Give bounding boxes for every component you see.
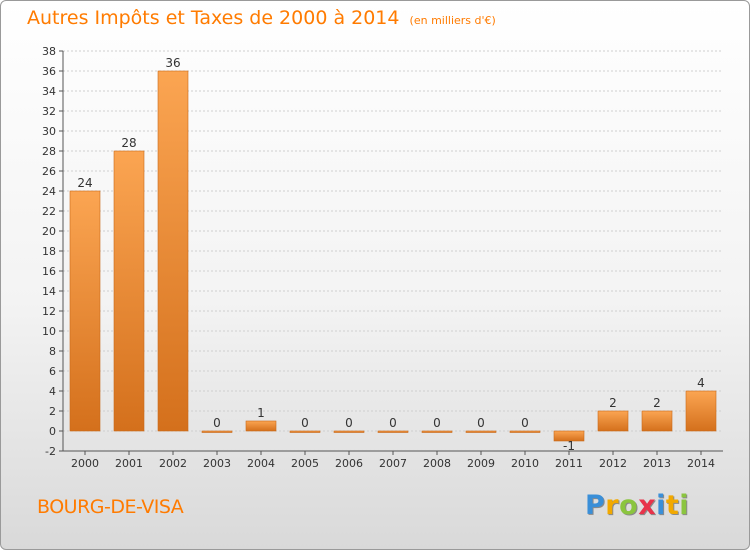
data-label: 0 — [301, 416, 309, 430]
data-label: 36 — [165, 56, 180, 70]
x-tick-label: 2002 — [159, 457, 187, 470]
bar — [113, 150, 145, 432]
chart-title-main: Autres Impôts et Taxes de 2000 à 2014 — [27, 7, 400, 29]
x-tick-label: 2011 — [555, 457, 583, 470]
y-tick-label: 26 — [42, 165, 56, 178]
bar — [289, 430, 321, 433]
bar — [553, 430, 585, 442]
data-label: 0 — [345, 416, 353, 430]
logo-letter: P — [585, 490, 606, 521]
data-label: -1 — [563, 439, 575, 453]
x-tick-label: 2012 — [599, 457, 627, 470]
x-tick-label: 2000 — [71, 457, 99, 470]
bar — [597, 410, 629, 432]
x-tick-label: 2004 — [247, 457, 275, 470]
y-tick-label: 16 — [42, 265, 56, 278]
y-tick-label: 14 — [42, 285, 56, 298]
chart-title: Autres Impôts et Taxes de 2000 à 2014 (e… — [27, 7, 496, 29]
y-tick-label: 30 — [42, 125, 56, 138]
x-tick-label: 2003 — [203, 457, 231, 470]
logo-letter: i — [679, 490, 690, 521]
y-tick-label: 10 — [42, 325, 56, 338]
y-tick-label: 34 — [42, 85, 56, 98]
logo-letter: x — [638, 490, 657, 521]
x-tick-label: 2010 — [511, 457, 539, 470]
bar — [421, 430, 453, 433]
logo-letter: o — [619, 490, 639, 521]
x-tick-label: 2009 — [467, 457, 495, 470]
x-tick-label: 2001 — [115, 457, 143, 470]
y-tick-label: 36 — [42, 65, 56, 78]
x-tick-label: 2013 — [643, 457, 671, 470]
data-label: 2 — [609, 396, 617, 410]
y-tick-label: 38 — [42, 45, 56, 58]
data-label: 0 — [433, 416, 441, 430]
data-label: 0 — [521, 416, 529, 430]
y-tick-label: 4 — [49, 385, 56, 398]
x-tick-label: 2006 — [335, 457, 363, 470]
y-tick-label: 32 — [42, 105, 56, 118]
bar — [685, 390, 717, 432]
bar — [157, 70, 189, 432]
chart-title-unit: (en milliers d'€) — [409, 14, 496, 27]
logo-letter: t — [665, 490, 680, 521]
logo-letter: i — [656, 490, 666, 521]
y-tick-label: 24 — [42, 185, 56, 198]
y-tick-label: 18 — [42, 245, 56, 258]
bar — [69, 190, 101, 432]
bar — [333, 430, 365, 433]
data-label: 24 — [77, 176, 92, 190]
x-tick-label: 2014 — [687, 457, 715, 470]
x-tick-label: 2008 — [423, 457, 451, 470]
bar — [245, 420, 277, 432]
bar — [377, 430, 409, 433]
bar — [201, 430, 233, 433]
bar — [465, 430, 497, 433]
y-tick-label: -2 — [45, 445, 56, 458]
x-tick-label: 2007 — [379, 457, 407, 470]
bar — [509, 430, 541, 433]
y-tick-label: 8 — [49, 345, 56, 358]
logo-letter: r — [605, 490, 620, 521]
data-label: 1 — [257, 406, 265, 420]
data-label: 0 — [477, 416, 485, 430]
data-label: 2 — [653, 396, 661, 410]
y-tick-label: 0 — [49, 425, 56, 438]
y-tick-label: 2 — [49, 405, 56, 418]
y-tick-label: 20 — [42, 225, 56, 238]
data-label: 4 — [697, 376, 705, 390]
commune-name: BOURG-DE-VISA — [37, 496, 184, 518]
y-tick-label: 28 — [42, 145, 56, 158]
y-tick-label: 22 — [42, 205, 56, 218]
x-tick-label: 2005 — [291, 457, 319, 470]
data-label: 0 — [213, 416, 221, 430]
bar — [641, 410, 673, 432]
data-label: 0 — [389, 416, 397, 430]
data-label: 28 — [121, 136, 136, 150]
proxiti-logo: Proxiti — [585, 490, 689, 521]
y-tick-label: 12 — [42, 305, 56, 318]
y-tick-label: 6 — [49, 365, 56, 378]
